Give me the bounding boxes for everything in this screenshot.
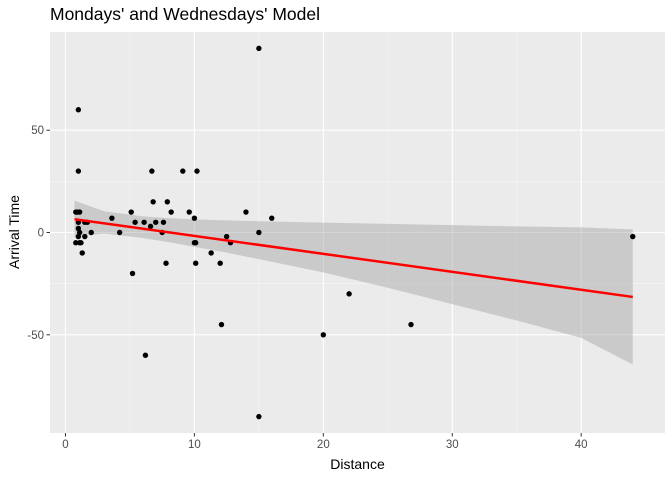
data-point xyxy=(147,223,154,230)
data-point xyxy=(79,250,85,256)
data-point xyxy=(75,168,82,174)
data-point xyxy=(218,321,225,328)
data-point xyxy=(269,215,275,221)
data-point xyxy=(73,240,79,246)
major-gridlines xyxy=(50,32,665,433)
data-point xyxy=(256,45,262,52)
data-point xyxy=(76,229,83,236)
data-point xyxy=(88,229,94,236)
x-tick-label: 20 xyxy=(317,439,330,451)
data-point xyxy=(160,219,167,225)
chart-title: Mondays' and Wednesdays' Model xyxy=(50,4,320,24)
x-tick-label: 10 xyxy=(188,439,201,451)
x-tick-label: 30 xyxy=(446,439,459,451)
data-point xyxy=(320,332,327,338)
data-point xyxy=(75,225,82,232)
data-point xyxy=(208,250,214,256)
y-tick-label: 0 xyxy=(38,228,44,240)
data-point xyxy=(192,260,199,266)
data-point xyxy=(75,233,82,240)
data-point xyxy=(186,209,192,215)
x-axis-ticks: 0 10 20 30 40 xyxy=(62,433,588,451)
data-point xyxy=(116,229,123,236)
data-point xyxy=(256,229,262,236)
data-point xyxy=(141,219,147,225)
data-point xyxy=(78,240,84,246)
regression-line-layer xyxy=(74,217,633,299)
data-point xyxy=(180,168,186,174)
data-point xyxy=(346,291,352,297)
data-points xyxy=(73,45,636,420)
confidence-band xyxy=(74,200,633,365)
data-point xyxy=(129,270,136,277)
regression-line xyxy=(74,217,633,299)
data-point xyxy=(163,260,169,266)
y-tick-label: 50 xyxy=(31,125,44,137)
data-point xyxy=(142,352,149,358)
data-point xyxy=(243,209,249,215)
y-axis-ticks: -50 0 50 xyxy=(27,125,50,342)
data-point xyxy=(109,215,115,221)
data-point xyxy=(75,107,82,113)
data-point xyxy=(164,199,171,205)
x-axis-title: Distance xyxy=(330,456,385,472)
data-point xyxy=(408,321,414,328)
data-point xyxy=(76,209,83,215)
y-tick-label: -50 xyxy=(27,330,44,342)
data-point xyxy=(82,233,88,240)
data-point xyxy=(128,209,134,215)
confidence-band-layer xyxy=(74,200,633,365)
data-point xyxy=(149,168,155,174)
data-point xyxy=(256,413,262,420)
data-point xyxy=(168,209,174,215)
y-axis-title: Arrival Time xyxy=(6,195,22,269)
data-point xyxy=(153,219,159,225)
data-point xyxy=(194,168,200,174)
data-point xyxy=(191,215,198,221)
data-point xyxy=(192,240,199,246)
data-point xyxy=(150,199,156,205)
data-point xyxy=(223,233,230,240)
data-point xyxy=(132,219,138,225)
x-tick-label: 0 xyxy=(62,439,68,451)
x-tick-label: 40 xyxy=(575,439,588,451)
data-point xyxy=(630,233,636,240)
data-point xyxy=(217,260,223,266)
